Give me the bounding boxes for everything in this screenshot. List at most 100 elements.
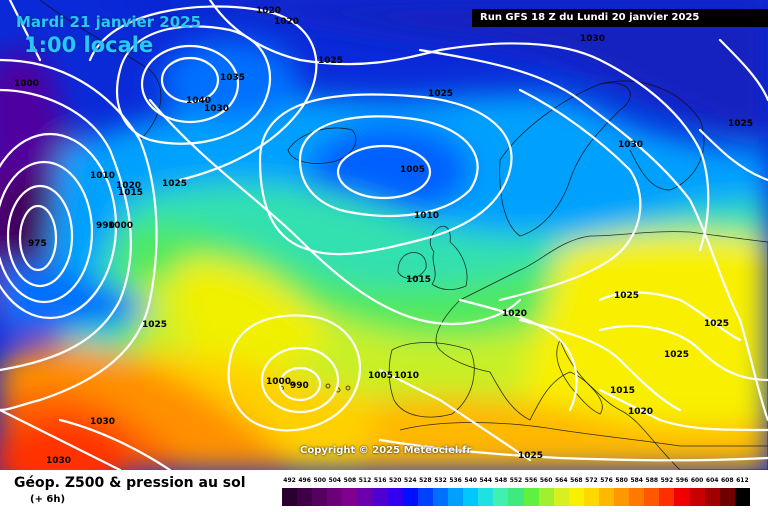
scale-swatch [417, 488, 433, 506]
scale-label: 536 [449, 477, 462, 484]
isobar-label: 1015 [406, 275, 431, 285]
scale-swatch [478, 488, 494, 506]
isobar-labels: 1020 1020 1000 1025 1035 1040 1030 1030 … [14, 6, 753, 466]
scale-swatch [689, 488, 705, 506]
scale-swatch [387, 488, 403, 506]
scale-label: 576 [600, 477, 613, 484]
scale-label: 564 [554, 477, 568, 484]
scale-swatch [493, 488, 509, 506]
isobar-label: 1000 [266, 377, 291, 387]
isobar-label: 1010 [394, 371, 419, 381]
model-run-banner: Run GFS 18 Z du Lundi 20 janvier 2025 [472, 9, 768, 27]
isobar-label: 1025 [614, 291, 639, 301]
legend-title: Géop. Z500 & pression au sol [14, 475, 246, 491]
scale-label: 556 [524, 477, 538, 484]
legend-subtitle: (+ 6h) [30, 494, 66, 505]
isobar-label: 1010 [414, 211, 439, 221]
legend-footer: Géop. Z500 & pression au sol (+ 6h) 492 4… [0, 470, 768, 512]
z500-pressure-map: 1020 1020 1000 1025 1035 1040 1030 1030 … [0, 0, 768, 470]
scale-swatch [312, 488, 328, 506]
scale-swatch [734, 488, 750, 506]
scale-swatch [448, 488, 464, 506]
geopotential-field: 1020 1020 1000 1025 1035 1040 1030 1030 … [0, 0, 768, 470]
isobar-label: 1030 [580, 34, 605, 44]
scale-label: 552 [509, 477, 523, 484]
isobar-label: 1015 [118, 188, 143, 198]
scale-label: 492 [283, 477, 296, 484]
isobar-label: 1000 [108, 221, 133, 231]
scale-label: 544 [479, 477, 493, 484]
scale-label: 580 [615, 477, 628, 484]
scale-swatch [282, 488, 298, 506]
scale-swatch [463, 488, 479, 506]
scale-label: 508 [343, 477, 357, 484]
color-scale-labels: 492 496 500 504 508 512 516 520 524 528 532 536 540 5… [282, 477, 750, 487]
scale-label: 568 [570, 477, 583, 484]
scale-label: 592 [660, 477, 674, 484]
scale-swatch [704, 488, 720, 506]
scale-label: 496 [298, 477, 311, 484]
weather-map: 1020 1020 1000 1025 1035 1040 1030 1030 … [0, 0, 768, 470]
scale-swatch [357, 488, 373, 506]
scale-swatch [598, 488, 615, 506]
scale-swatch [372, 488, 388, 506]
scale-swatch [674, 488, 690, 506]
isobar-label: 1020 [502, 309, 527, 319]
isobar-label: 1020 [256, 6, 281, 16]
scale-swatch [553, 488, 569, 506]
scale-label: 516 [373, 477, 387, 484]
isobar-label: 1030 [90, 417, 115, 427]
isobar-label: 1025 [704, 319, 729, 329]
scale-swatch [297, 488, 313, 506]
scale-label: 596 [675, 477, 689, 484]
scale-label: 560 [539, 477, 553, 484]
isobar-label: 990 [96, 221, 115, 231]
isobar-label: 975 [28, 239, 47, 249]
isobar-label: 1030 [204, 104, 229, 114]
isobar-label: 1025 [142, 320, 167, 330]
scale-swatch [523, 488, 539, 506]
scale-swatch [508, 488, 524, 506]
forecast-time: 1:00 locale [24, 33, 154, 57]
scale-label: 604 [705, 477, 719, 484]
scale-swatch [327, 488, 343, 506]
scale-label: 500 [313, 477, 326, 484]
color-scale-bar [282, 488, 750, 506]
scale-label: 540 [464, 477, 477, 484]
scale-swatch [568, 488, 584, 506]
scale-swatch [402, 488, 418, 506]
scale-label: 612 [736, 477, 749, 484]
scale-swatch [719, 488, 735, 506]
isobar-label: 1035 [220, 73, 245, 83]
isobar-label: 1020 [116, 181, 141, 191]
scale-label: 584 [630, 477, 643, 484]
isobar-label: 1025 [162, 179, 187, 189]
scale-label: 532 [434, 477, 447, 484]
isobar-label: 990 [290, 381, 309, 391]
isobar-label: 1005 [368, 371, 393, 381]
isobar-label: 1020 [274, 17, 299, 27]
scale-swatch [538, 488, 554, 506]
scale-label: 600 [690, 477, 704, 484]
isobar-label: 1025 [728, 119, 753, 129]
scale-label: 504 [328, 477, 342, 484]
isobar-label: 1015 [610, 386, 635, 396]
isobar-label: 1025 [428, 89, 453, 99]
isobar-label: 1040 [186, 96, 211, 106]
scale-label: 524 [404, 477, 417, 484]
scale-swatch [629, 488, 645, 506]
scale-swatch [614, 488, 630, 506]
isobar-label: 1000 [14, 79, 39, 89]
isobar-label: 1020 [628, 407, 653, 417]
scale-swatch [432, 488, 449, 506]
isobar-label: 1010 [90, 171, 115, 181]
isobar-label: 1025 [664, 350, 689, 360]
scale-label: 528 [419, 477, 432, 484]
scale-swatch [583, 488, 599, 506]
copyright-notice: Copyright © 2025 Meteociel.fr [300, 445, 472, 456]
scale-label: 588 [645, 477, 659, 484]
scale-label: 512 [358, 477, 372, 484]
isobar-label: 1025 [518, 451, 543, 461]
scale-label: 548 [494, 477, 508, 484]
isobar-label: 1030 [618, 140, 643, 150]
